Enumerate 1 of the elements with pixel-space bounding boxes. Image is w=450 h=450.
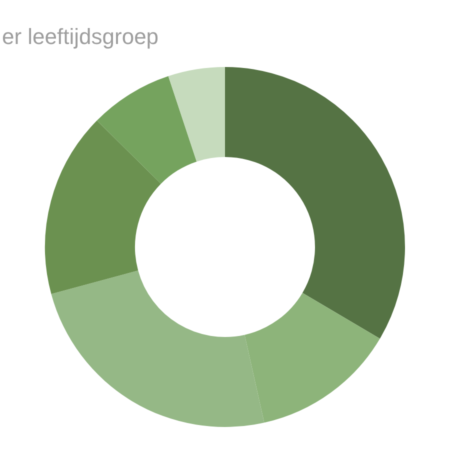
chart-title: er leeftijdsgroep — [2, 24, 159, 50]
